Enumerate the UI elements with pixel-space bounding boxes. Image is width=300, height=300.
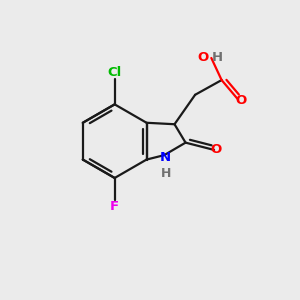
Text: O: O xyxy=(235,94,246,107)
Text: O: O xyxy=(197,51,209,64)
Text: H: H xyxy=(160,167,171,180)
Text: N: N xyxy=(160,151,171,164)
Text: O: O xyxy=(210,143,221,156)
Text: Cl: Cl xyxy=(107,66,122,80)
Text: F: F xyxy=(110,200,119,213)
Text: H: H xyxy=(212,51,224,64)
